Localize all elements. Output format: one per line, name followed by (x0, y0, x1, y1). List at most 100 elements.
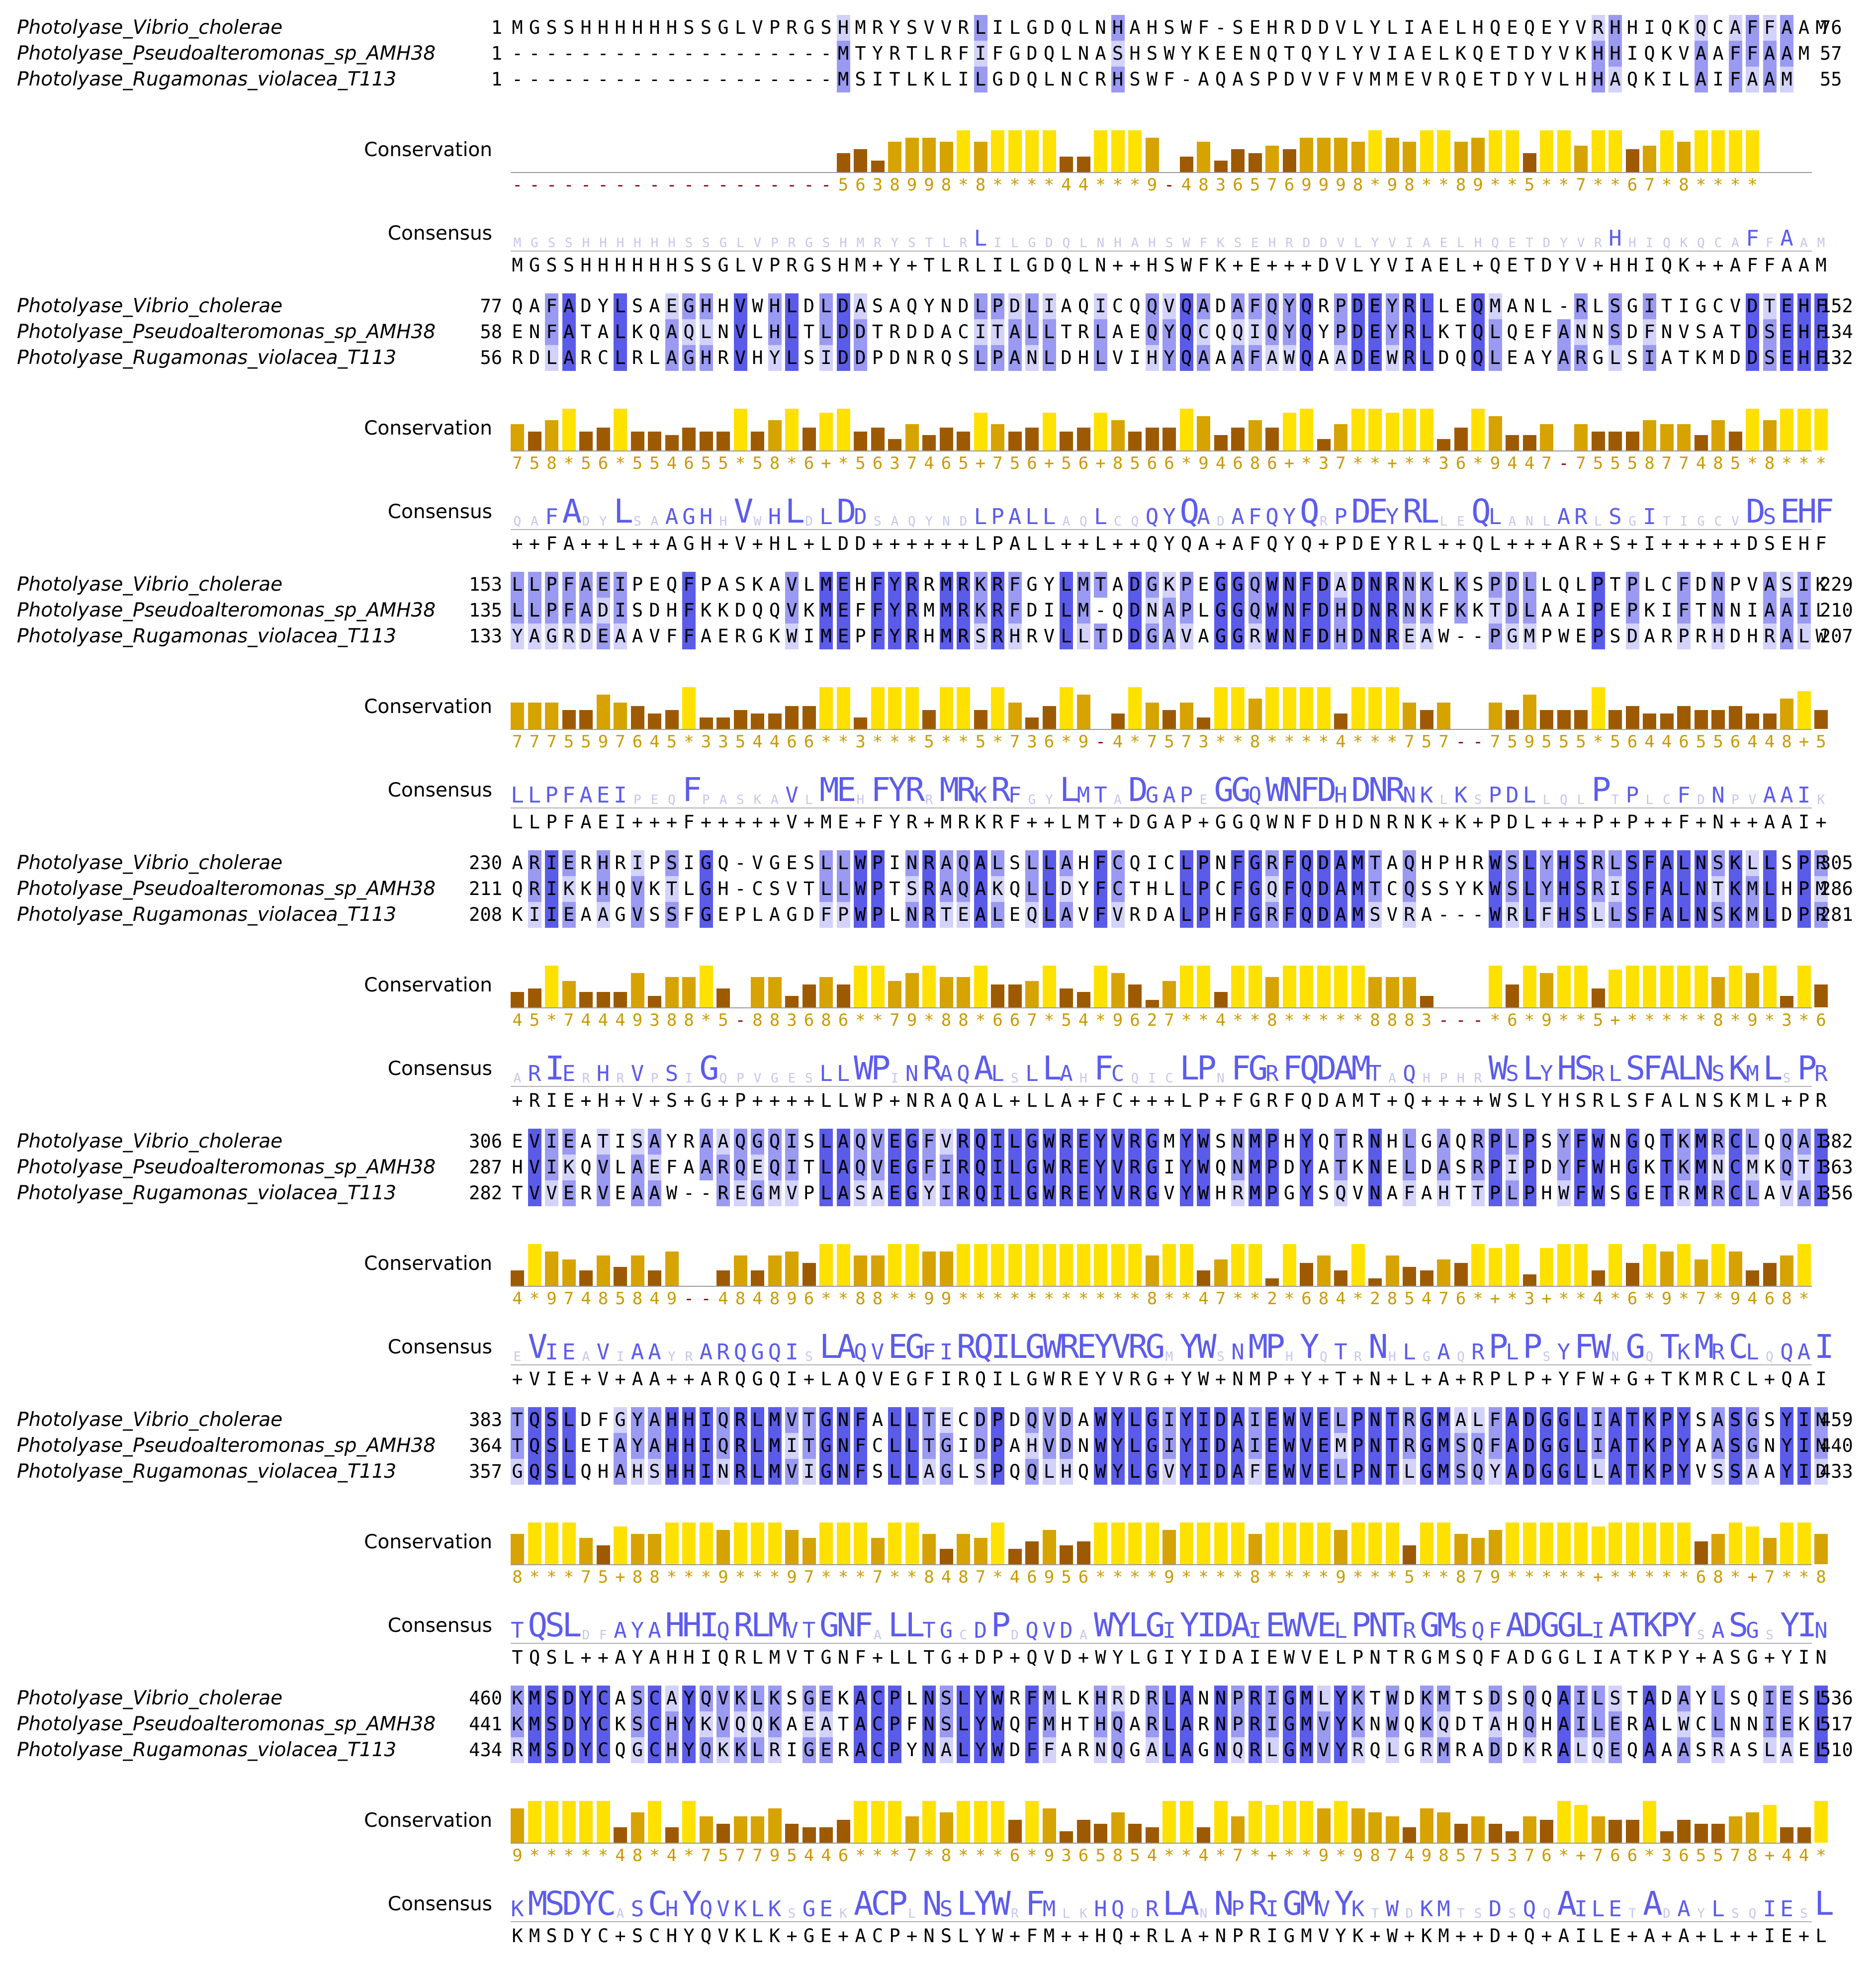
residue: G (717, 17, 729, 38)
consensus-logo-letter: E (650, 793, 659, 807)
residue: G (699, 876, 713, 902)
residue: - (631, 43, 643, 64)
sequence-name[interactable]: Photolyase_Vibrio_cholerae (17, 16, 283, 39)
sequence-name[interactable]: Photolyase_Rugamonas_violacea_T113 (17, 347, 397, 369)
residue: D (1317, 902, 1331, 928)
conservation-score: 7 (1473, 1567, 1483, 1587)
residue: D (562, 1711, 576, 1737)
consensus-logo-letter: L (836, 1061, 850, 1086)
consensus-logo-letter: D (1131, 1906, 1139, 1921)
residue: Y (1043, 574, 1055, 595)
sequence-name[interactable]: Photolyase_Pseudoalteromonas_sp_AMH38 (17, 321, 436, 343)
conservation-score: * (1215, 732, 1226, 752)
residue: L (751, 1433, 764, 1459)
sequence-name[interactable]: Photolyase_Pseudoalteromonas_sp_AMH38 (17, 878, 436, 900)
residue: A (1454, 1407, 1468, 1433)
residue: I (1386, 43, 1398, 64)
residue: E (1368, 345, 1382, 371)
residue: T (1129, 878, 1141, 899)
sequence-name[interactable]: Photolyase_Vibrio_cholerae (17, 1687, 283, 1709)
sequence-name[interactable]: Photolyase_Pseudoalteromonas_sp_AMH38 (17, 1434, 436, 1457)
residue: L (1403, 1129, 1416, 1155)
residue: F (545, 319, 558, 345)
consensus-residue: + (1283, 1368, 1295, 1390)
residue: M (1042, 1686, 1056, 1711)
sequence-name[interactable]: Photolyase_Vibrio_cholerae (17, 295, 283, 317)
consensus-residue: I (1198, 1647, 1209, 1668)
residue: M (923, 600, 935, 621)
sequence-name[interactable]: Photolyase_Rugamonas_violacea_T113 (17, 625, 397, 647)
residue: S (545, 1686, 558, 1711)
sequence-name[interactable]: Photolyase_Rugamonas_violacea_T113 (17, 1182, 397, 1204)
residue: R (1403, 293, 1416, 319)
residue: A (854, 293, 867, 319)
conservation-score: 8 (1250, 1567, 1260, 1587)
sequence-name[interactable]: Photolyase_Vibrio_cholerae (17, 573, 283, 596)
sequence-name[interactable]: Photolyase_Rugamonas_violacea_T113 (17, 1739, 397, 1761)
consensus-logo-letter: L (957, 1884, 977, 1923)
conservation-score: 9 (1198, 453, 1209, 473)
conservation-bar (1420, 130, 1433, 172)
sequence-name[interactable]: Photolyase_Vibrio_cholerae (17, 852, 283, 874)
residue: L (1608, 902, 1622, 928)
conservation-bar (596, 992, 610, 1007)
residue: V (1780, 1180, 1793, 1206)
consensus-residue: Q (975, 1368, 986, 1390)
sequence-name[interactable]: Photolyase_Rugamonas_violacea_T113 (17, 68, 397, 90)
residue: V (1111, 1180, 1125, 1206)
consensus-residue: V (734, 533, 746, 554)
residue: I (615, 1131, 626, 1152)
conservation-score: * (1267, 1567, 1277, 1587)
sequence-name[interactable]: Photolyase_Pseudoalteromonas_sp_AMH38 (17, 599, 436, 622)
residue: A (562, 319, 576, 345)
residue: P (1179, 598, 1193, 624)
residue: S (1249, 69, 1261, 90)
consensus-residue: + (1369, 1925, 1381, 1947)
consensus-logo-letter: S (874, 514, 882, 529)
conservation-score: * (684, 1567, 694, 1587)
residue: G (939, 1459, 953, 1485)
conservation-score: * (1679, 1567, 1689, 1587)
consensus-residue: + (666, 811, 678, 833)
residue: P (545, 572, 558, 598)
residue: D (836, 293, 850, 319)
conservation-score: 3 (890, 453, 900, 473)
residue: P (1488, 1129, 1502, 1155)
consensus-logo-letter: R (1128, 1328, 1148, 1366)
residue: V (1678, 43, 1690, 64)
sequence-name[interactable]: Photolyase_Pseudoalteromonas_sp_AMH38 (17, 1713, 436, 1735)
residue: - (717, 69, 729, 90)
sequence-name[interactable]: Photolyase_Pseudoalteromonas_sp_AMH38 (17, 1156, 436, 1178)
residue: A (630, 1155, 644, 1180)
consensus-logo-letter: E (788, 1071, 796, 1086)
residue: H (1146, 17, 1158, 38)
conservation-score: 6 (1044, 732, 1055, 752)
sequence-name[interactable]: Photolyase_Pseudoalteromonas_sp_AMH38 (17, 42, 436, 65)
residue: - (512, 69, 523, 90)
alignment-block: Photolyase_Vibrio_cholerae 460 K M S D Y C A S C A Y… (0, 1686, 1876, 1964)
conservation-bar (922, 710, 936, 729)
conservation-bar (1145, 703, 1159, 729)
residue: L (1162, 1711, 1176, 1737)
sequence-name[interactable]: Photolyase_Rugamonas_violacea_T113 (17, 1460, 397, 1483)
conservation-score: 5 (1524, 175, 1535, 195)
residue: T (1385, 1407, 1399, 1433)
consensus-logo-letter: F (599, 1628, 607, 1643)
conservation-score: 8 (1816, 1567, 1826, 1587)
sequence-name[interactable]: Photolyase_Vibrio_cholerae (17, 1409, 283, 1431)
end-position: 517 (1820, 1713, 1853, 1735)
conservation-bar (1437, 130, 1450, 172)
sequence-name[interactable]: Photolyase_Rugamonas_violacea_T113 (17, 903, 397, 926)
residue: T (803, 878, 815, 899)
sequence-name[interactable]: Photolyase_Vibrio_cholerae (17, 1130, 283, 1153)
consensus-logo-letter: H (1268, 236, 1276, 251)
residue: Q (1215, 1157, 1227, 1178)
residue: E (786, 852, 798, 874)
residue: S (1747, 1739, 1758, 1761)
residue: A (819, 1711, 833, 1737)
consensus-residue: + (752, 811, 763, 833)
residue: H (1591, 67, 1605, 92)
start-position: 56 (480, 347, 502, 368)
residue: P (1625, 598, 1639, 624)
residue: F (1042, 1737, 1056, 1763)
